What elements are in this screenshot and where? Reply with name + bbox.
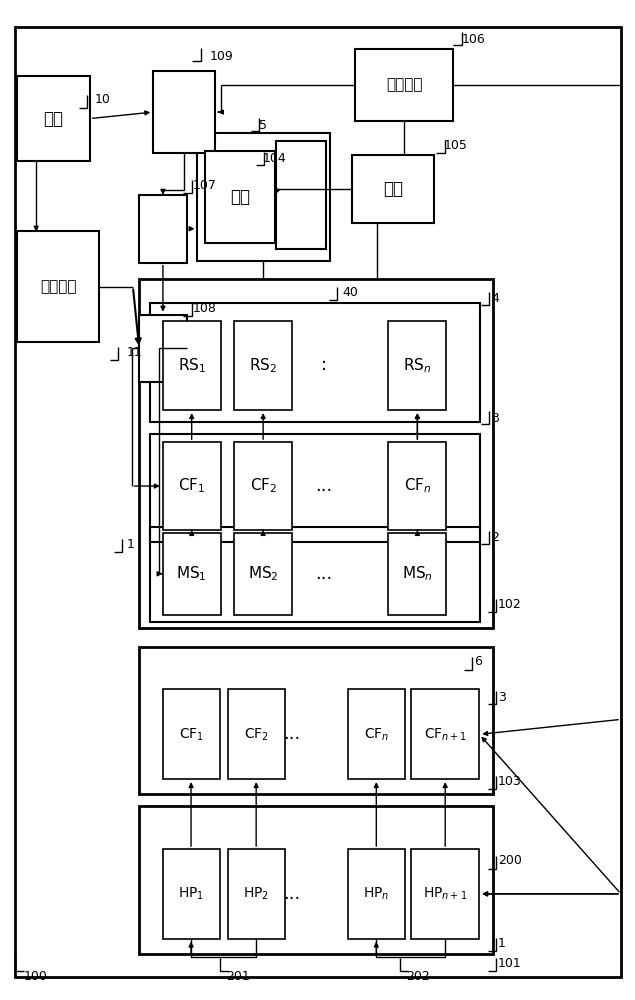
Bar: [139, 647, 493, 794]
Text: 101: 101: [498, 957, 521, 970]
Bar: [17, 231, 100, 342]
Text: 11: 11: [126, 346, 142, 359]
Text: 6: 6: [474, 655, 482, 668]
Text: 103: 103: [498, 775, 521, 788]
Bar: [205, 151, 274, 243]
Bar: [197, 133, 330, 261]
Text: CF$_1$: CF$_1$: [178, 726, 204, 743]
Text: 105: 105: [444, 139, 468, 152]
Text: 108: 108: [192, 302, 216, 315]
Bar: [17, 76, 90, 161]
Bar: [150, 527, 480, 622]
Bar: [352, 155, 434, 223]
Bar: [139, 315, 187, 382]
Bar: [163, 442, 221, 530]
Text: 3: 3: [491, 412, 499, 425]
Bar: [163, 849, 220, 939]
Text: 104: 104: [263, 152, 287, 165]
Text: CF$_{n+1}$: CF$_{n+1}$: [424, 726, 467, 743]
Text: ...: ...: [315, 477, 333, 495]
Text: CF$_2$: CF$_2$: [250, 477, 277, 495]
Bar: [234, 533, 292, 615]
Text: HP$_n$: HP$_n$: [363, 886, 389, 902]
Text: 使用: 使用: [230, 188, 250, 206]
Text: ...: ...: [284, 885, 301, 903]
Text: ...: ...: [284, 725, 301, 743]
Text: 102: 102: [498, 598, 521, 611]
Text: MS$_2$: MS$_2$: [248, 564, 279, 583]
Text: 200: 200: [498, 854, 521, 867]
Text: HP$_1$: HP$_1$: [178, 886, 204, 902]
Bar: [228, 689, 284, 779]
Text: 202: 202: [406, 970, 430, 983]
Text: 4: 4: [491, 292, 499, 305]
Bar: [150, 303, 480, 422]
Text: 3: 3: [498, 691, 505, 704]
Text: 201: 201: [226, 970, 250, 983]
Bar: [139, 806, 493, 954]
Text: 40: 40: [343, 286, 359, 299]
Bar: [348, 689, 404, 779]
Text: 1: 1: [126, 538, 135, 551]
Text: 2: 2: [491, 531, 499, 544]
Bar: [234, 442, 292, 530]
Bar: [234, 320, 292, 410]
Bar: [276, 141, 326, 249]
Text: 106: 106: [462, 33, 485, 46]
Text: HP$_2$: HP$_2$: [243, 886, 269, 902]
Bar: [139, 279, 493, 628]
Text: 医学研究: 医学研究: [40, 279, 77, 294]
Bar: [150, 434, 480, 542]
Bar: [389, 533, 446, 615]
Text: ...: ...: [315, 565, 333, 583]
Text: RS$_n$: RS$_n$: [403, 356, 432, 375]
Bar: [163, 533, 221, 615]
Bar: [356, 49, 453, 121]
Bar: [163, 689, 220, 779]
Bar: [389, 442, 446, 530]
Bar: [411, 849, 479, 939]
Text: CF$_n$: CF$_n$: [364, 726, 389, 743]
Text: 初始化器: 初始化器: [386, 78, 423, 93]
Text: CF$_1$: CF$_1$: [178, 477, 205, 495]
Bar: [153, 71, 215, 153]
Bar: [411, 689, 479, 779]
Text: :: :: [321, 356, 327, 374]
Bar: [163, 320, 221, 410]
Text: 5: 5: [259, 119, 267, 132]
Text: 用户: 用户: [44, 110, 64, 128]
Text: CF$_2$: CF$_2$: [244, 726, 269, 743]
Text: 改变: 改变: [384, 180, 403, 198]
Bar: [348, 849, 404, 939]
Text: 109: 109: [210, 50, 234, 63]
Text: CF$_n$: CF$_n$: [404, 477, 431, 495]
Text: 1: 1: [498, 937, 505, 950]
Text: 100: 100: [23, 970, 48, 983]
Text: 107: 107: [192, 179, 216, 192]
Bar: [389, 320, 446, 410]
Bar: [228, 849, 284, 939]
Text: MS$_n$: MS$_n$: [402, 564, 433, 583]
Text: HP$_{n+1}$: HP$_{n+1}$: [423, 886, 467, 902]
Text: 10: 10: [95, 93, 111, 106]
Text: RS$_1$: RS$_1$: [178, 356, 206, 375]
Bar: [139, 195, 187, 263]
Text: RS$_2$: RS$_2$: [249, 356, 277, 375]
Text: MS$_1$: MS$_1$: [177, 564, 207, 583]
